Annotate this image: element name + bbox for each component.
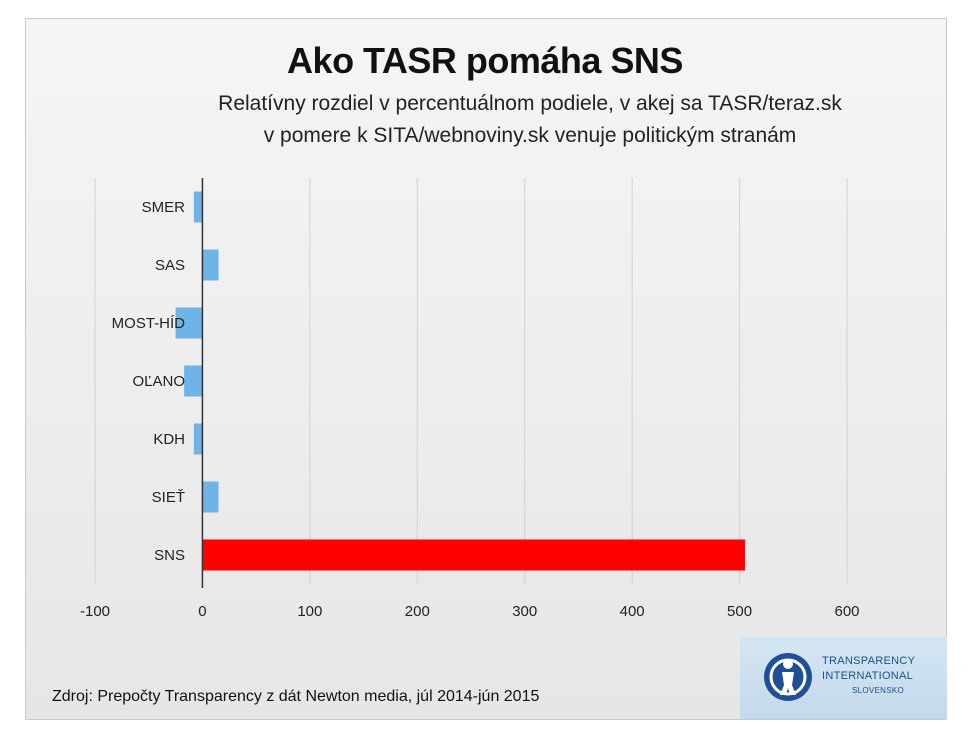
category-label: KDH: [153, 431, 185, 448]
x-tick-label: 600: [834, 603, 859, 620]
chart-title: Ako TASR pomáha SNS: [287, 40, 683, 81]
bar-smer: [193, 191, 203, 223]
x-tick-label: 0: [198, 603, 206, 620]
chart-subtitle-line-2: v pomere k SITA/webnoviny.sk venuje poli…: [263, 124, 797, 147]
x-tick-label: -100: [80, 603, 110, 620]
bar-kdh: [193, 423, 203, 455]
source-note: Zdroj: Prepočty Transparency z dát Newto…: [52, 688, 540, 705]
category-label: SMER: [142, 199, 186, 216]
x-tick-label: 500: [727, 603, 752, 620]
logo-text-line-3: SLOVENSKO: [852, 686, 905, 695]
bar-sas: [202, 249, 219, 281]
category-label: OĽANO: [132, 373, 185, 390]
category-label: SIEŤ: [152, 489, 185, 506]
x-tick-label: 400: [620, 603, 645, 620]
x-tick-label: 200: [405, 603, 430, 620]
category-label: SAS: [155, 257, 185, 274]
chart-frame: [25, 18, 947, 720]
category-label: MOST-HÍD: [112, 315, 185, 332]
bar-sns: [202, 539, 745, 571]
x-tick-label: 300: [512, 603, 537, 620]
logo-text-line-2: INTERNATIONAL: [822, 670, 914, 682]
transparency-logo: TRANSPARENCY INTERNATIONAL SLOVENSKO: [740, 637, 947, 719]
chart-subtitle-line-1: Relatívny rozdiel v percentuálnom podiel…: [218, 92, 842, 115]
globe-figure-icon: [764, 653, 812, 701]
x-tick-label: 100: [297, 603, 322, 620]
bar-oľano: [184, 365, 203, 397]
bar-most-híd: [175, 307, 203, 339]
category-label: SNS: [154, 547, 185, 564]
bar-sieť: [202, 481, 219, 513]
logo-text-line-1: TRANSPARENCY: [822, 655, 916, 667]
